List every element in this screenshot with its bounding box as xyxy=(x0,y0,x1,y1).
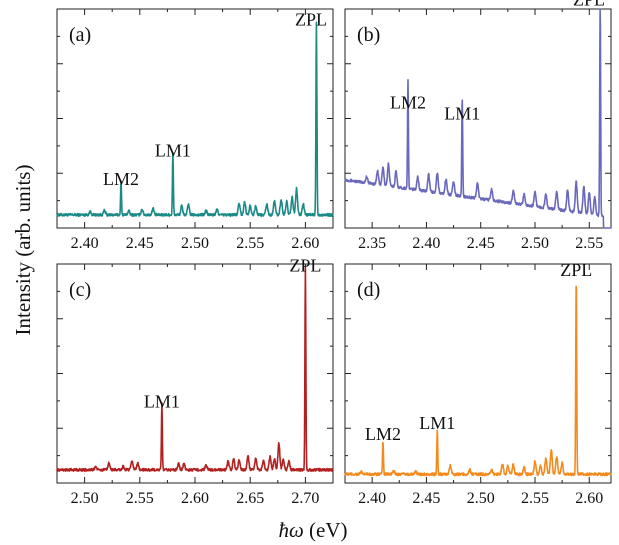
peak-label-zpl: ZPL xyxy=(289,256,321,276)
panel-label: (b) xyxy=(357,24,380,46)
spectrum-line xyxy=(344,8,612,229)
peak-label-lm1: LM1 xyxy=(419,413,455,433)
x-tick-label: 2.45 xyxy=(467,235,495,252)
panel-label: (c) xyxy=(69,279,91,301)
panel-label: (a) xyxy=(69,24,91,46)
x-tick-label: 2.55 xyxy=(521,490,549,507)
x-tick-label: 2.60 xyxy=(181,490,209,507)
x-tick-label: 2.60 xyxy=(291,235,319,252)
x-tick-label: 2.65 xyxy=(236,490,264,507)
x-tick-label: 2.35 xyxy=(358,235,386,252)
x-axis-symbol: ħω xyxy=(278,518,303,542)
peak-label-zpl: ZPL xyxy=(295,9,327,29)
peak-label-zpl: ZPL xyxy=(573,0,605,10)
plot-frame xyxy=(56,263,334,484)
x-tick-label: 2.55 xyxy=(126,490,154,507)
panel-b: 2.35 2.40 2.45 2.50 2.55 (b) LM2 LM1 ZPL xyxy=(344,0,612,252)
x-tick-label: 2.40 xyxy=(412,235,440,252)
x-tick-label: 2.70 xyxy=(291,490,319,507)
x-tick-label: 2.45 xyxy=(126,235,154,252)
peak-label-lm2: LM2 xyxy=(390,93,426,113)
x-tick-label: 2.60 xyxy=(575,490,603,507)
peak-label-lm2: LM2 xyxy=(365,424,401,444)
spectrum-line xyxy=(344,285,612,477)
peak-label-lm1: LM1 xyxy=(155,141,191,161)
peak-label-lm1: LM1 xyxy=(144,391,180,411)
x-tick-label: 2.50 xyxy=(71,490,99,507)
spectrum-line xyxy=(56,21,334,217)
spectrum-line xyxy=(56,266,334,473)
x-axis-unit: (eV) xyxy=(304,518,348,542)
x-axis-title: ħω (eV) xyxy=(278,518,347,542)
panel-c: 2.50 2.55 2.60 2.65 2.70 (c) LM1 ZPL xyxy=(56,256,334,507)
panel-a: 2.40 2.45 2.50 2.55 2.60 (a) LM2 LM1 ZPL xyxy=(56,8,334,252)
y-axis-title: Intensity (arb. units) xyxy=(11,165,35,336)
x-tick-label: 2.55 xyxy=(575,235,603,252)
peak-label-lm2: LM2 xyxy=(103,169,139,189)
x-tick-label: 2.55 xyxy=(236,235,264,252)
x-tick-label: 2.50 xyxy=(521,235,549,252)
x-tick-label: 2.50 xyxy=(467,490,495,507)
plot-frame xyxy=(56,8,334,229)
panel-label: (d) xyxy=(357,279,380,301)
panels-group: 2.40 2.45 2.50 2.55 2.60 (a) LM2 LM1 ZPL 2.35 2.40… xyxy=(56,0,612,507)
x-tick-label: 2.40 xyxy=(358,490,386,507)
plot-frame xyxy=(344,263,612,484)
panel-d: 2.40 2.45 2.50 2.55 2.60 (d) LM2 LM1 ZPL xyxy=(344,260,612,507)
x-tick-label: 2.40 xyxy=(71,235,99,252)
x-tick-label: 2.50 xyxy=(181,235,209,252)
peak-label-zpl: ZPL xyxy=(560,260,592,280)
peak-label-lm1: LM1 xyxy=(444,103,480,123)
x-tick-label: 2.45 xyxy=(412,490,440,507)
